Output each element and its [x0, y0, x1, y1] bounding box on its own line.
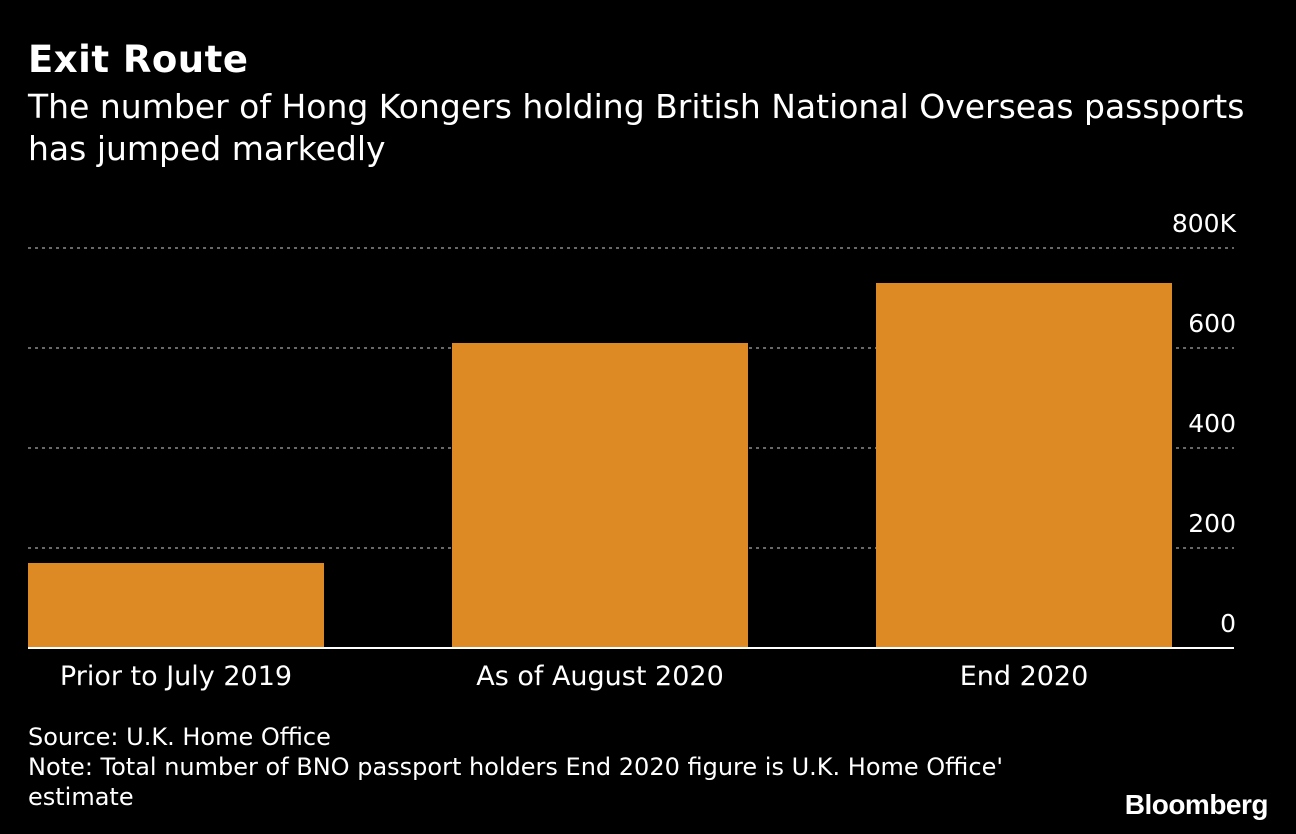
chart-title: Exit Route — [28, 38, 249, 81]
chart-subtitle: The number of Hong Kongers holding Briti… — [28, 87, 1245, 168]
bar-chart: 0 200 400 600 800K Prior to July 2019 As of A… — [28, 209, 1237, 692]
y-tick-labels: 0 200 400 600 800K — [1172, 209, 1237, 638]
x-category-label: As of August 2020 — [476, 661, 724, 692]
bar — [28, 563, 324, 648]
note-text: Note: Total number of BNO passport holde… — [28, 753, 1003, 811]
bloomberg-logo: Bloomberg — [1124, 789, 1269, 820]
y-tick-label: 600 — [1188, 309, 1236, 338]
bar — [452, 343, 748, 648]
x-category-labels: Prior to July 2019 As of August 2020 End 2… — [60, 661, 1088, 692]
y-tick-label: 800K — [1172, 209, 1237, 238]
y-tick-label: 200 — [1188, 509, 1236, 538]
source-text: Source: U.K. Home Office — [28, 723, 331, 751]
bars — [28, 283, 1172, 648]
y-tick-label: 400 — [1188, 409, 1236, 438]
x-category-label: Prior to July 2019 — [60, 661, 292, 692]
footer: Source: U.K. Home Office Note: Total num… — [28, 722, 1088, 812]
x-category-label: End 2020 — [960, 661, 1089, 692]
bar — [876, 283, 1172, 648]
y-tick-label: 0 — [1220, 609, 1236, 638]
